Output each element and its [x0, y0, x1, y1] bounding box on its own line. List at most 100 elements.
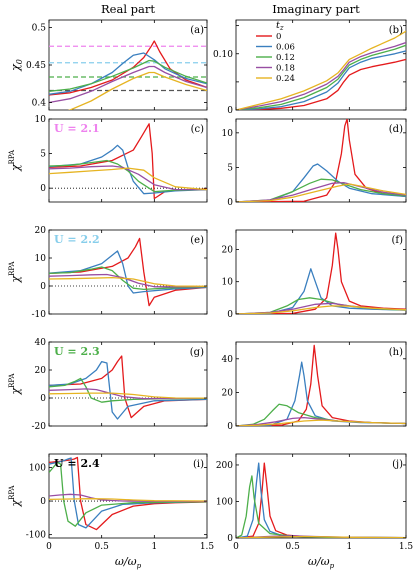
axes-frame — [48, 118, 208, 203]
panel-f: 0 10 20 (f) — [222, 229, 407, 320]
series-line-tz-0.06 — [49, 457, 207, 529]
y-tick-label: 20 — [222, 388, 234, 398]
x-axis-label: ω/ωp — [308, 555, 335, 570]
y-tick-label: 10 — [222, 278, 234, 288]
series-line-tz-0.12 — [236, 475, 406, 538]
y-tick-label: 0.5 — [32, 24, 47, 34]
x-tick-label: 1.5 — [399, 542, 414, 552]
axes-frame — [235, 118, 407, 203]
col-title-imag: Imaginary part — [272, 2, 360, 16]
y-tick-label: 10 — [35, 254, 47, 264]
u-value-label: U = 2.1 — [54, 122, 100, 135]
panel-letter: (h) — [389, 347, 403, 358]
series-line-tz-0.24 — [49, 276, 207, 287]
legend-title: tz — [276, 20, 284, 32]
series-line-tz-0.18 — [49, 493, 207, 503]
x-tick-label: 0.5 — [95, 542, 110, 552]
series-line-tz-0 — [49, 237, 207, 307]
x-tick-label: 0 — [46, 542, 52, 552]
legend-entry: 0.06 — [276, 43, 295, 53]
axes-frame — [235, 19, 407, 111]
series-line-tz-0 — [236, 58, 406, 110]
series-line-tz-0.24 — [236, 30, 406, 110]
y-tick-label: 0 — [40, 394, 46, 404]
y-tick-label: 0 — [227, 198, 233, 208]
y-tick-label: 100 — [29, 463, 46, 473]
y-axis-label: χ0 — [9, 59, 24, 72]
y-axis-label: χRPA — [8, 373, 22, 396]
axes-frame — [235, 229, 407, 315]
panel-j: 0 100 200 0 0.5 1 1.5 (j) ω/ωp — [216, 453, 414, 570]
axes-frame — [235, 341, 407, 427]
panel-h: 0 20 40 (h) — [222, 341, 407, 432]
y-tick-label: 0 — [227, 310, 233, 320]
panel-c: 0 5 10 (c) U = 2.1 χRPA — [8, 115, 208, 203]
y-tick-label: 20 — [35, 366, 47, 376]
y-tick-label: 100 — [216, 497, 233, 507]
y-axis-label: χRPA — [8, 485, 22, 508]
y-tick-label: 40 — [222, 355, 234, 365]
series-line-tz-0.12 — [236, 297, 406, 314]
series-line-tz-0.24 — [49, 392, 207, 399]
axes-frame — [235, 453, 407, 539]
series-line-tz-0.12 — [236, 178, 406, 202]
panel-letter: (c) — [191, 124, 205, 135]
series-line-tz-0.18 — [49, 273, 207, 288]
panel-letter: (a) — [190, 25, 204, 36]
x-tick-label: 0.5 — [286, 542, 301, 552]
series-line-tz-0 — [236, 119, 406, 202]
series-line-tz-0.06 — [49, 360, 207, 420]
u-value-label: U = 2.4 — [54, 457, 100, 470]
series-line-tz-0.24 — [49, 167, 207, 191]
y-tick-label: -100 — [26, 531, 46, 541]
axes-frame — [48, 229, 208, 315]
x-axis-label: ω/ωp — [115, 555, 142, 570]
series-line-tz-0 — [236, 344, 406, 426]
series-line-tz-0.12 — [236, 44, 406, 110]
axes-frame — [48, 341, 208, 427]
y-tick-label: 0 — [40, 497, 46, 507]
series-line-tz-0.24 — [49, 498, 207, 502]
series-line-tz-0 — [49, 40, 207, 96]
y-tick-label: 20 — [222, 245, 234, 255]
series-line-tz-0.18 — [236, 41, 406, 110]
series-line-tz-0.06 — [49, 250, 207, 294]
series-line-tz-0.24 — [67, 71, 207, 110]
series-line-tz-0.12 — [49, 59, 207, 92]
series-line-tz-0.24 — [236, 419, 406, 426]
panel-letter: (i) — [193, 459, 204, 470]
y-tick-label: 0 — [227, 422, 233, 432]
y-tick-label: 20 — [35, 226, 47, 236]
axes-frame — [48, 19, 208, 111]
series-line-tz-0.06 — [49, 52, 207, 95]
series-line-tz-0.24 — [236, 305, 406, 314]
y-axis-label: χRPA — [8, 149, 22, 172]
y-tick-label: -20 — [32, 422, 47, 432]
legend-entry: 0.24 — [276, 74, 295, 84]
y-tick-label: 200 — [216, 461, 233, 471]
series-line-tz-0.24 — [236, 183, 406, 202]
y-tick-label: 0.45 — [26, 61, 46, 71]
series-line-tz-0.18 — [49, 388, 207, 400]
panel-letter: (j) — [392, 459, 403, 470]
y-tick-label: 0 — [227, 534, 233, 544]
x-tick-label: 1 — [346, 542, 352, 552]
y-axis-label: χRPA — [8, 261, 22, 284]
panel-letter: (g) — [190, 347, 204, 358]
x-tick-label: 0 — [233, 542, 239, 552]
legend-entry: 0.12 — [276, 53, 295, 63]
panel-letter: (b) — [389, 25, 403, 36]
series-line-tz-0.18 — [49, 165, 207, 191]
u-value-label: U = 2.2 — [54, 233, 100, 246]
series-line-tz-0.18 — [236, 181, 406, 202]
y-tick-label: 0 — [227, 106, 233, 116]
legend-entry: 0.18 — [276, 64, 295, 74]
series-line-tz-0.06 — [236, 50, 406, 110]
panel-letter: (d) — [389, 124, 403, 135]
y-tick-label: -10 — [32, 310, 47, 320]
series-line-tz-0 — [49, 355, 207, 419]
series-line-tz-0.12 — [49, 266, 207, 291]
y-tick-label: 5 — [227, 163, 233, 173]
